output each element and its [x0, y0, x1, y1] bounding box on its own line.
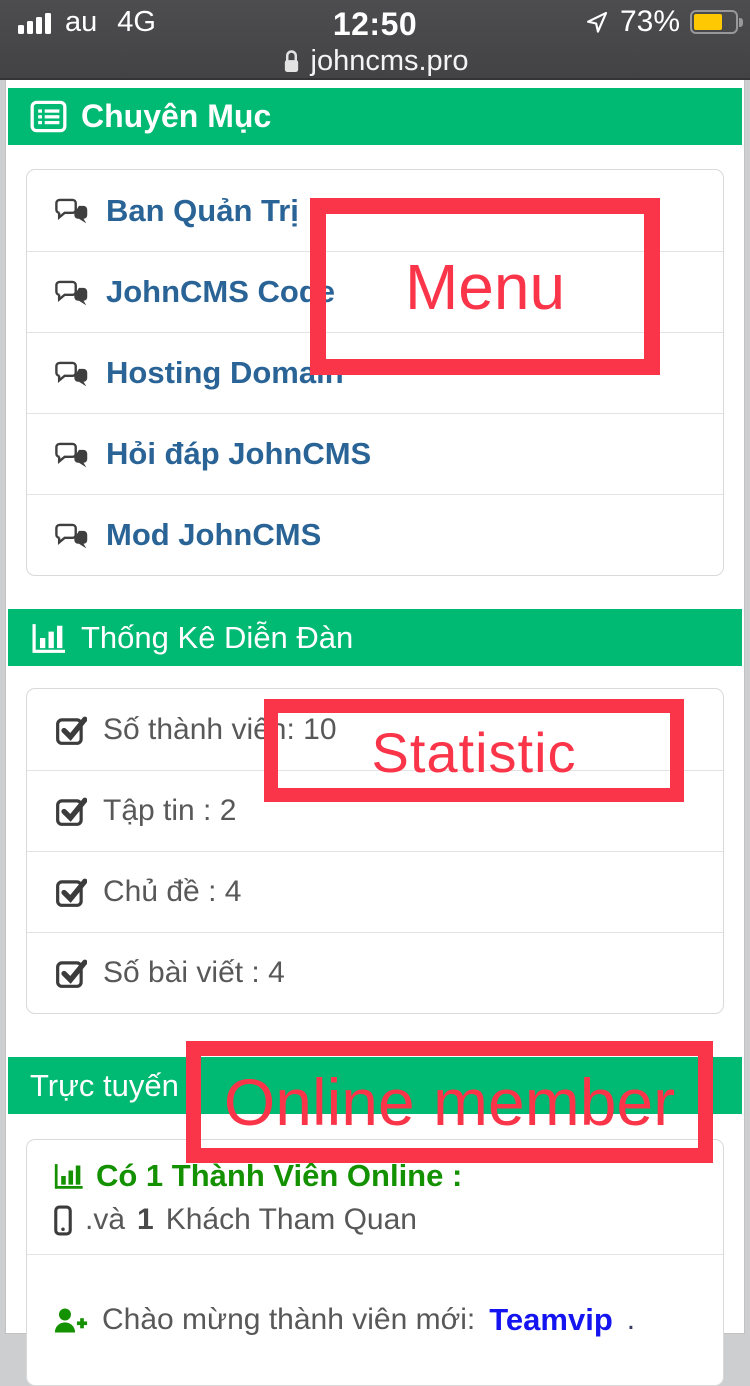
menu-link-label: Hosting Domain — [106, 355, 344, 390]
section-title: Thống Kê Diễn Đàn — [81, 619, 354, 655]
signal-bars-icon — [18, 10, 51, 34]
stat-row-topics: Chủ đề : 4 — [27, 851, 723, 932]
annotation-label: Online member — [223, 1065, 676, 1139]
menu-item-johncms-code[interactable]: JohnCMS Code — [27, 251, 723, 332]
clock: 12:50 — [332, 6, 418, 42]
annotation-box-online-member: Online member — [186, 1041, 713, 1163]
welcome-text: Chào mừng thành viên mới: — [102, 1303, 476, 1336]
checkbox-icon — [55, 876, 87, 908]
welcome-period: . — [626, 1303, 636, 1336]
mobile-icon — [53, 1205, 73, 1236]
menu-link-label: Hỏi đáp JohnCMS — [106, 436, 372, 471]
online-members-text: Có 1 Thành Viên Online : — [96, 1158, 463, 1193]
comments-icon — [55, 521, 90, 550]
online-card: Có 1 Thành Viên Online : .và 1 Khách Tha… — [26, 1139, 724, 1386]
menu-item-hoi-dap-johncms[interactable]: Hỏi đáp JohnCMS — [27, 413, 723, 494]
status-bar: au 4G 12:50 73% johncms.pro — [0, 0, 750, 80]
lock-icon — [282, 49, 301, 74]
battery-percent-label: 73% — [619, 5, 680, 38]
annotation-label: Menu — [404, 250, 566, 323]
menu-link-label: Mod JohnCMS — [106, 517, 322, 552]
guests-count: 1 — [137, 1203, 154, 1236]
stat-text: Tập tin : 2 — [103, 794, 237, 827]
stat-text: Số thành viên: 10 — [103, 712, 337, 746]
user-plus-icon — [53, 1306, 88, 1335]
menu-link-label: Ban Quản Trị — [106, 192, 299, 228]
navigation-arrow-icon — [583, 9, 610, 36]
bar-chart-icon — [53, 1162, 84, 1190]
comments-icon — [55, 196, 90, 225]
section-header-categories: Chuyên Mục — [8, 88, 742, 145]
menu-item-mod-johncms[interactable]: Mod JohnCMS — [27, 494, 723, 575]
address-bar[interactable]: johncms.pro — [0, 44, 750, 78]
annotation-box-menu: Menu — [310, 198, 660, 375]
stat-row-members: Số thành viên: 10 — [27, 689, 723, 770]
stat-row-files: Tập tin : 2 — [27, 770, 723, 851]
stat-text: Số bài viết : 4 — [103, 956, 285, 989]
annotation-box-statistic: Statistic — [264, 699, 684, 802]
welcome-new-member-row: Chào mừng thành viên mới: Teamvip . — [27, 1254, 723, 1385]
section-title: Trực tuyến — [30, 1067, 179, 1103]
menu-item-ban-quan-tri[interactable]: Ban Quản Trị — [27, 170, 723, 251]
comments-icon — [55, 278, 90, 307]
comments-icon — [55, 359, 90, 388]
stats-card: Số thành viên: 10 Tập tin : 2 Chủ đề : 4 — [26, 688, 724, 1014]
bar-chart-icon — [30, 622, 67, 654]
url-text: johncms.pro — [310, 44, 469, 77]
menu-item-hosting-domain[interactable]: Hosting Domain — [27, 332, 723, 413]
stat-row-posts: Số bài viết : 4 — [27, 932, 723, 1013]
network-type-label: 4G — [117, 5, 156, 38]
checkbox-icon — [55, 795, 87, 827]
carrier-label: au — [65, 5, 98, 38]
section-header-statistics: Thống Kê Diễn Đàn — [8, 609, 742, 666]
guests-prefix: .và — [85, 1203, 126, 1236]
comments-icon — [55, 440, 90, 469]
section-title: Chuyên Mục — [81, 98, 272, 134]
checkbox-icon — [55, 957, 87, 989]
list-icon — [30, 100, 67, 133]
battery-icon — [690, 10, 743, 34]
stat-text: Chủ đề : 4 — [103, 875, 242, 908]
section-header-online: Trực tuyến — [8, 1057, 742, 1114]
checkbox-icon — [55, 714, 87, 746]
new-member-link[interactable]: Teamvip — [489, 1302, 613, 1337]
guests-suffix: Khách Tham Quan — [165, 1203, 417, 1236]
annotation-label: Statistic — [371, 721, 577, 784]
menu-link-label: JohnCMS Code — [106, 274, 336, 309]
online-summary: Có 1 Thành Viên Online : .và 1 Khách Tha… — [27, 1140, 723, 1254]
status-row: au 4G 12:50 73% — [0, 0, 750, 44]
